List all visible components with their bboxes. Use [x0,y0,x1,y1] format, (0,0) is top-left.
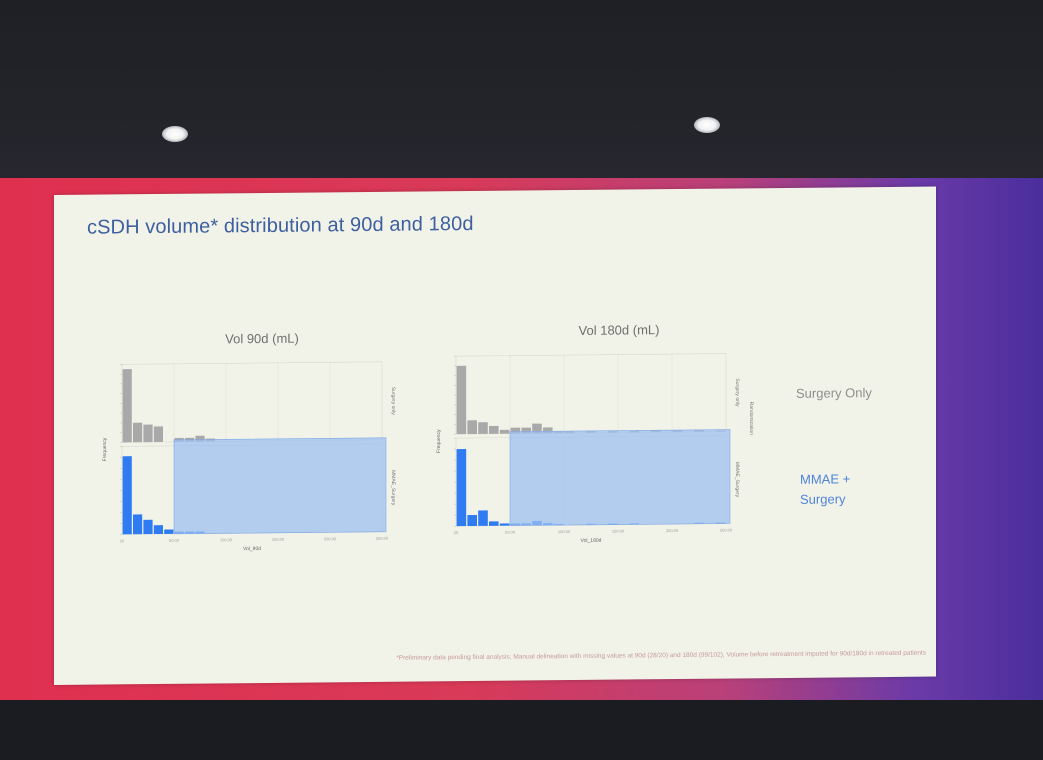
x-axis-label-180d: Vol_180d [581,538,602,544]
x-tick-label-180d: 250.00 [720,527,733,532]
bar-surgery-90d [143,424,153,443]
bar-mmae-180d [478,510,488,526]
presentation-slide: cSDH volume* distribution at 90d and 180… [54,186,936,685]
slide-title: cSDH volume* distribution at 90d and 180… [87,212,474,239]
chart-panel-90d: Vol 90d (mL) 20 50.00 100.00 150.00 200.00 25… [82,321,422,564]
legend-mmae-line2: Surgery [800,491,846,507]
bar-mmae-180d [467,514,478,527]
facet-label-top-90d: Surgery only [390,387,396,416]
bar-surgery-180d [467,420,478,435]
y-axis-label-180d: Frequency [436,429,442,453]
bar-surgery-90d [122,369,132,443]
y-axis-label-90d: Frequency [102,437,108,461]
histogram-90d: 20 50.00 100.00 150.00 200.00 250.00 Vol_90d Fr… [102,361,396,552]
bar-mmae-180d [489,521,499,526]
x-tick-label-180d: 200.00 [666,528,679,533]
bar-mmae-180d [456,449,467,527]
x-tick-label-180d: 150.00 [612,529,625,534]
stage-floor [0,700,1043,760]
x-tick-label-180d: 50.00 [505,530,516,535]
x-tick-label-90d: 200.00 [324,536,337,541]
plot-frame-surgery-180d [455,353,727,435]
x-tick-label-90d: 250.00 [376,536,389,541]
bar-mmae-90d [143,519,153,535]
bar-mmae-90d [164,529,174,534]
facet-label-bottom-90d: MMAE_Surgery [390,470,396,506]
bar-mmae-90d [122,456,132,535]
facet-label-bottom-180d: MMAE_Surgery [734,462,740,498]
ceiling-light-left [162,126,188,142]
bar-mmae-90d [133,514,143,535]
ceiling [0,0,1043,190]
x-tick-label-180d: 20 [454,530,459,535]
highlight-region-180d [509,429,731,526]
chart-panel-180d: Vol 180d (mL) 20 50.00 100.00 150.00 200.00 2… [424,313,784,556]
bar-mmae-90d [153,525,164,535]
slide-footnote: *Preliminary data pending final analysis… [396,649,926,662]
bar-surgery-180d [489,425,499,434]
facet-label-top-180d: Surgery only [734,378,740,407]
x-tick-label-90d: 50.00 [169,538,180,543]
bar-surgery-180d [456,365,467,435]
x-axis-label-90d: Vol_90d [243,546,261,552]
legend-surgery-only: Surgery Only [796,385,872,401]
bar-surgery-90d [153,426,164,443]
histogram-180d: 20 50.00 100.00 150.00 200.00 250.00 Vol_180d F… [436,353,754,544]
ceiling-light-right [694,117,720,133]
x-tick-label-90d: 20 [120,538,125,543]
legend-mmae-surgery: MMAE + Surgery [800,469,850,509]
bar-surgery-180d [499,429,510,434]
x-tick-label-180d: 100.00 [558,529,571,534]
x-tick-label-90d: 150.00 [272,537,285,542]
bar-surgery-180d [532,423,542,434]
legend-mmae-line1: MMAE + [800,471,851,487]
highlight-region-90d [173,437,387,535]
bar-mmae-180d [499,523,510,526]
x-tick-label-90d: 100.00 [220,537,233,542]
bar-surgery-180d [478,422,488,434]
bar-surgery-90d [133,422,143,443]
facet-group-label-180d: Randomization [748,402,754,436]
